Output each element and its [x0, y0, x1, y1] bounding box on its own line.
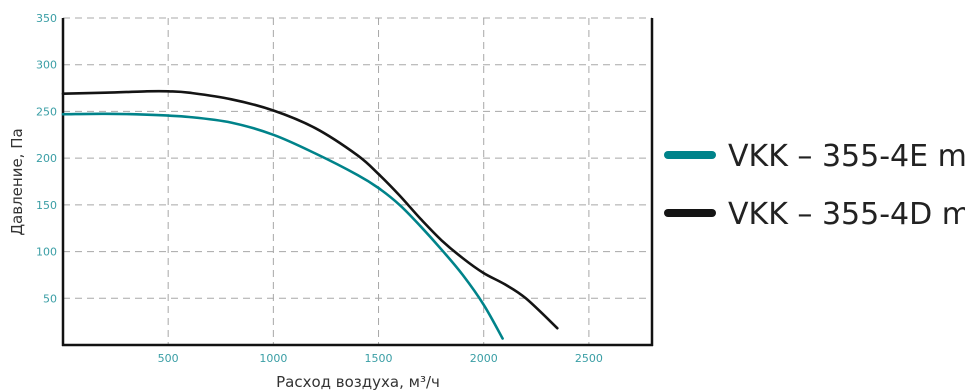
y-tick-label: 200 — [36, 152, 57, 165]
legend-label: VKK – 355-4E m — [728, 139, 965, 174]
y-tick-label: 150 — [36, 199, 57, 212]
legend: VKK – 355-4E m VKK – 355-4D m — [664, 139, 965, 232]
legend-label: VKK – 355-4D m — [728, 197, 965, 232]
y-tick-labels: 50 100 150 200 250 300 350 — [36, 12, 57, 305]
y-tick-label: 300 — [36, 59, 57, 72]
x-tick-label: 1500 — [365, 352, 393, 365]
axes — [61, 18, 654, 347]
x-tick-label: 500 — [158, 352, 179, 365]
y-axis-title: Давление, Па — [8, 128, 26, 235]
y-tick-label: 250 — [36, 105, 57, 118]
series-lines — [61, 89, 559, 340]
y-tick-label: 100 — [36, 246, 57, 259]
x-axis-title: Расход воздуха, м³/ч — [276, 373, 440, 391]
x-tick-label: 2000 — [470, 352, 498, 365]
grid — [63, 17, 652, 345]
series-line-2 — [61, 89, 559, 330]
y-tick-label: 350 — [36, 12, 57, 25]
series-line-1 — [61, 112, 504, 340]
x-tick-labels: 500 1000 1500 2000 2500 — [158, 352, 603, 365]
x-tick-label: 1000 — [259, 352, 287, 365]
y-tick-label: 50 — [43, 292, 57, 305]
x-tick-label: 2500 — [575, 352, 603, 365]
